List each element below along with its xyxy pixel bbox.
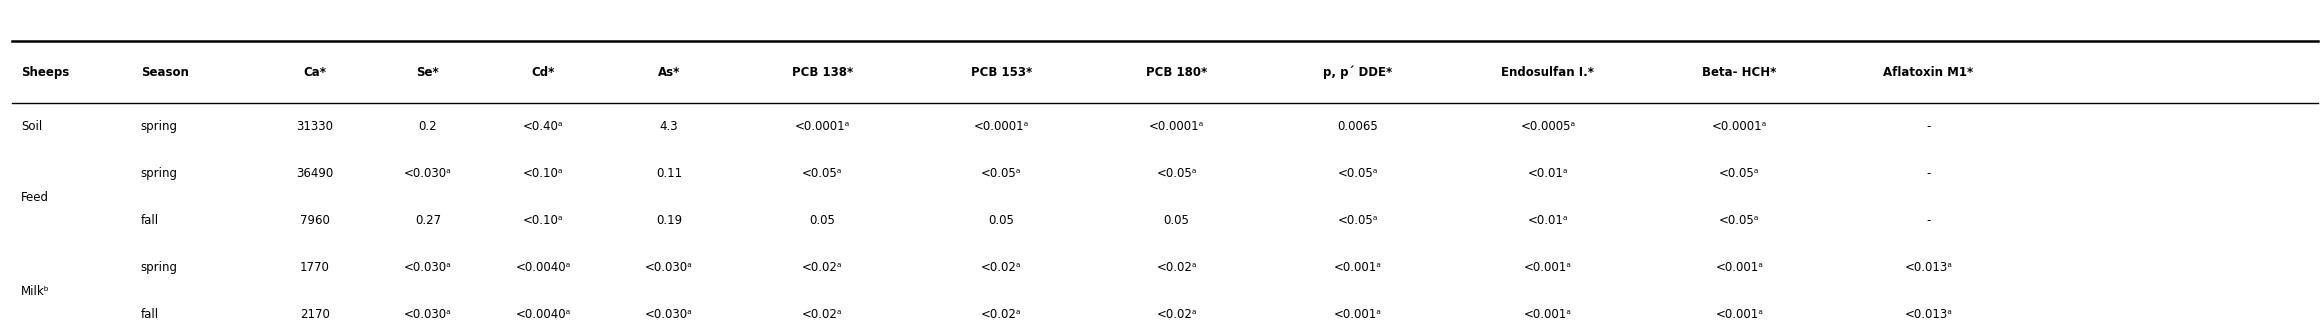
Text: <0.02ᵃ: <0.02ᵃ: [1157, 261, 1196, 274]
Text: spring: spring: [142, 167, 179, 180]
Text: 0.2: 0.2: [418, 120, 437, 133]
Text: <0.001ᵃ: <0.001ᵃ: [1333, 308, 1382, 321]
Text: <0.05ᵃ: <0.05ᵃ: [1719, 214, 1759, 227]
Text: <0.030ᵃ: <0.030ᵃ: [646, 308, 692, 321]
Text: PCB 138*: PCB 138*: [792, 66, 853, 79]
Text: Feed: Feed: [21, 191, 49, 204]
Text: <0.030ᵃ: <0.030ᵃ: [646, 261, 692, 274]
Text: -: -: [1926, 214, 1930, 227]
Text: <0.05ᵃ: <0.05ᵃ: [1338, 167, 1378, 180]
Text: <0.05ᵃ: <0.05ᵃ: [980, 167, 1022, 180]
Text: 0.27: 0.27: [416, 214, 441, 227]
Text: <0.01ᵃ: <0.01ᵃ: [1529, 214, 1568, 227]
Text: <0.02ᵃ: <0.02ᵃ: [980, 261, 1022, 274]
Text: p, p´ DDE*: p, p´ DDE*: [1324, 65, 1391, 79]
Text: As*: As*: [657, 66, 681, 79]
Text: <0.013ᵃ: <0.013ᵃ: [1905, 308, 1951, 321]
Text: Ca*: Ca*: [304, 66, 328, 79]
Text: <0.030ᵃ: <0.030ᵃ: [404, 308, 453, 321]
Text: -: -: [1926, 167, 1930, 180]
Text: <0.0040ᵃ: <0.0040ᵃ: [516, 308, 571, 321]
Text: <0.0001ᵃ: <0.0001ᵃ: [1712, 120, 1768, 133]
Text: fall: fall: [142, 308, 158, 321]
Text: PCB 153*: PCB 153*: [971, 66, 1031, 79]
Text: 4.3: 4.3: [660, 120, 678, 133]
Text: Se*: Se*: [416, 66, 439, 79]
Text: 2170: 2170: [300, 308, 330, 321]
Text: Cd*: Cd*: [532, 66, 555, 79]
Text: 0.05: 0.05: [808, 214, 836, 227]
Text: 0.05: 0.05: [1164, 214, 1189, 227]
Text: <0.0001ᵃ: <0.0001ᵃ: [1150, 120, 1203, 133]
Text: <0.001ᵃ: <0.001ᵃ: [1524, 261, 1573, 274]
Text: <0.001ᵃ: <0.001ᵃ: [1714, 261, 1763, 274]
Text: Season: Season: [142, 66, 188, 79]
Text: Sheeps: Sheeps: [21, 66, 70, 79]
Text: <0.02ᵃ: <0.02ᵃ: [1157, 308, 1196, 321]
Text: fall: fall: [142, 214, 158, 227]
Text: Aflatoxin M1*: Aflatoxin M1*: [1884, 66, 1975, 79]
Text: <0.05ᵃ: <0.05ᵃ: [801, 167, 843, 180]
Text: <0.001ᵃ: <0.001ᵃ: [1714, 308, 1763, 321]
Text: 0.05: 0.05: [987, 214, 1015, 227]
Text: 1770: 1770: [300, 261, 330, 274]
Text: <0.05ᵃ: <0.05ᵃ: [1157, 167, 1196, 180]
Text: Soil: Soil: [21, 120, 42, 133]
Text: <0.02ᵃ: <0.02ᵃ: [801, 308, 843, 321]
Text: 0.0065: 0.0065: [1338, 120, 1378, 133]
Text: <0.10ᵃ: <0.10ᵃ: [523, 214, 564, 227]
Text: 7960: 7960: [300, 214, 330, 227]
Text: <0.0001ᵃ: <0.0001ᵃ: [794, 120, 850, 133]
Text: <0.40ᵃ: <0.40ᵃ: [523, 120, 564, 133]
Text: spring: spring: [142, 261, 179, 274]
Text: 36490: 36490: [297, 167, 335, 180]
Text: <0.001ᵃ: <0.001ᵃ: [1333, 261, 1382, 274]
Text: Endosulfan I.*: Endosulfan I.*: [1501, 66, 1594, 79]
Text: 31330: 31330: [297, 120, 335, 133]
Text: 0.11: 0.11: [655, 167, 683, 180]
Text: <0.05ᵃ: <0.05ᵃ: [1338, 214, 1378, 227]
Text: <0.0040ᵃ: <0.0040ᵃ: [516, 261, 571, 274]
Text: <0.01ᵃ: <0.01ᵃ: [1529, 167, 1568, 180]
Text: <0.030ᵃ: <0.030ᵃ: [404, 261, 453, 274]
Text: 0.19: 0.19: [655, 214, 683, 227]
Text: -: -: [1926, 120, 1930, 133]
Text: <0.10ᵃ: <0.10ᵃ: [523, 167, 564, 180]
Text: <0.013ᵃ: <0.013ᵃ: [1905, 261, 1951, 274]
Text: <0.001ᵃ: <0.001ᵃ: [1524, 308, 1573, 321]
Text: PCB 180*: PCB 180*: [1145, 66, 1208, 79]
Text: <0.0001ᵃ: <0.0001ᵃ: [973, 120, 1029, 133]
Text: <0.02ᵃ: <0.02ᵃ: [801, 261, 843, 274]
Text: <0.030ᵃ: <0.030ᵃ: [404, 167, 453, 180]
Text: <0.02ᵃ: <0.02ᵃ: [980, 308, 1022, 321]
Text: <0.05ᵃ: <0.05ᵃ: [1719, 167, 1759, 180]
Text: Beta- HCH*: Beta- HCH*: [1703, 66, 1777, 79]
Text: Milkᵇ: Milkᵇ: [21, 285, 49, 298]
Text: <0.0005ᵃ: <0.0005ᵃ: [1519, 120, 1575, 133]
Text: spring: spring: [142, 120, 179, 133]
